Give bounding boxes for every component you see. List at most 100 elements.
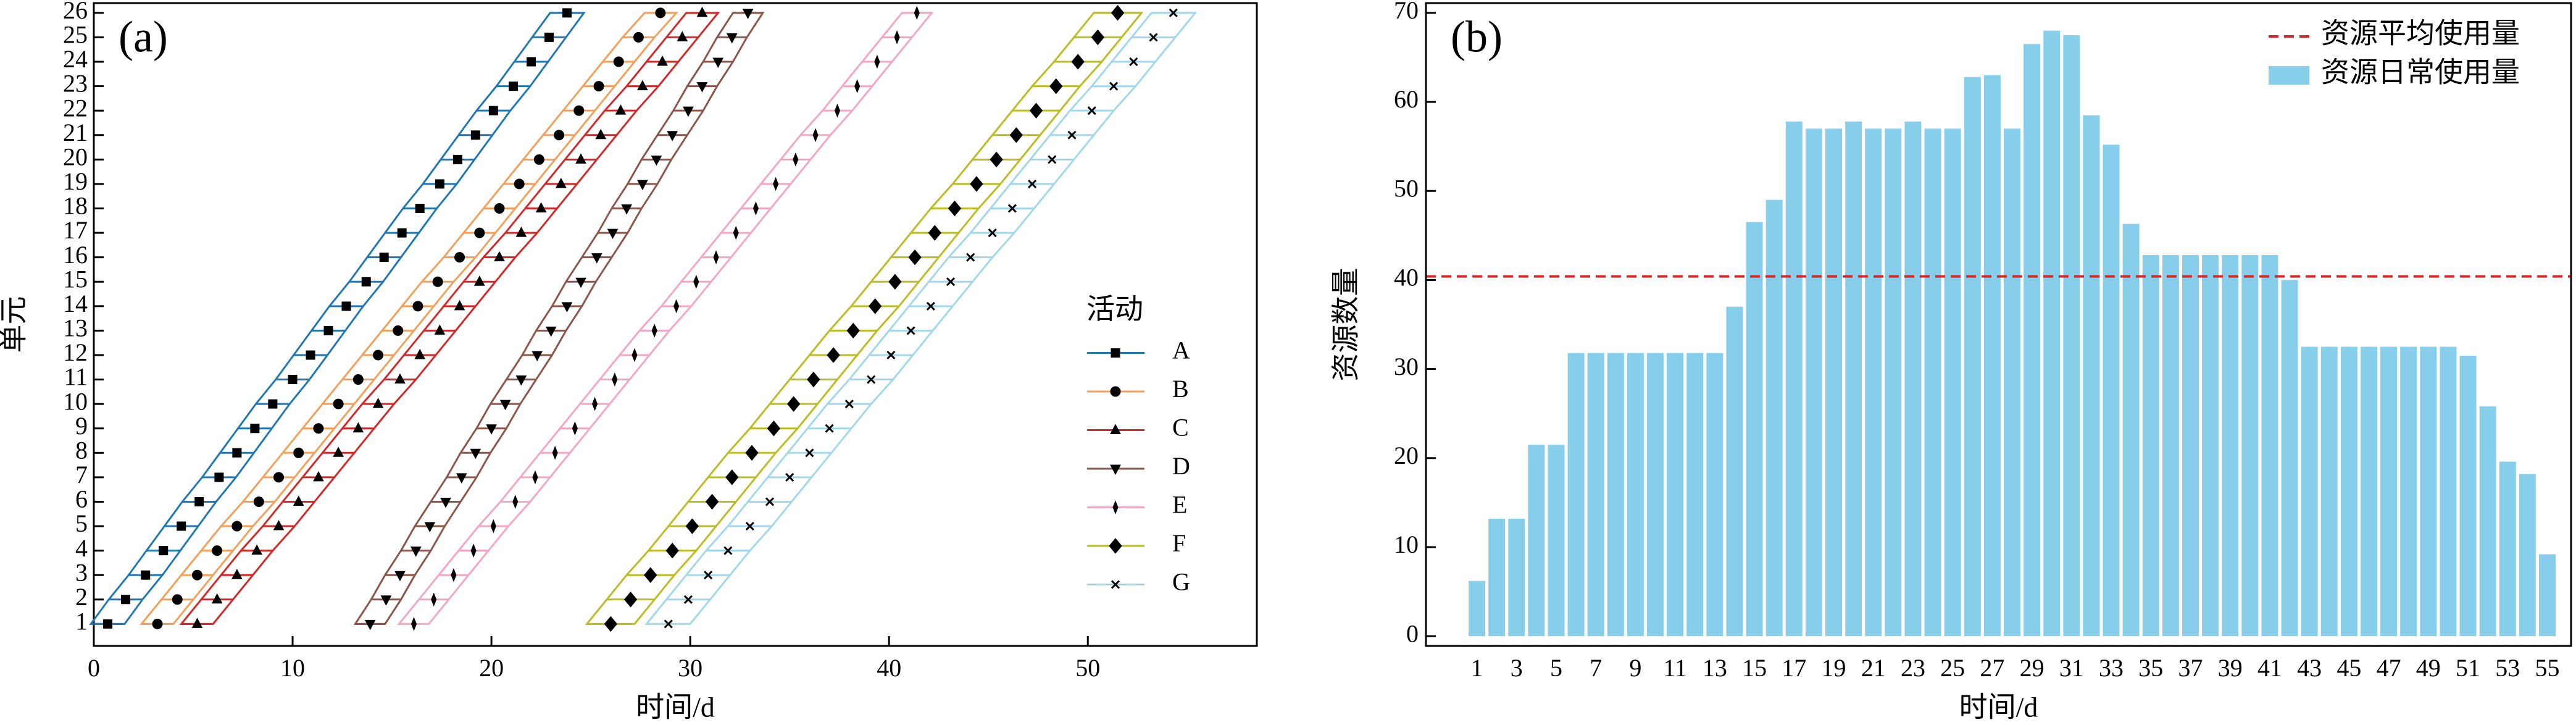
- marker: [191, 569, 202, 580]
- marker: [1071, 54, 1085, 70]
- marker: [948, 200, 962, 217]
- x-axis-title: 时间/d: [1959, 692, 2038, 723]
- bar: [1508, 518, 1525, 637]
- marker: [575, 277, 586, 288]
- marker: [415, 203, 425, 213]
- legend-label: B: [1172, 375, 1189, 403]
- marker: [177, 521, 186, 531]
- marker: [664, 619, 673, 629]
- marker: [886, 350, 896, 360]
- activity-band: [585, 12, 1144, 625]
- marker: [572, 421, 578, 436]
- x-tick-label: 29: [2020, 654, 2045, 682]
- legend-marker: [1112, 500, 1119, 514]
- marker: [268, 399, 278, 409]
- marker: [509, 82, 519, 91]
- y-tick-label: 50: [1394, 174, 1419, 202]
- marker: [393, 325, 404, 336]
- marker: [514, 178, 525, 190]
- x-tick-label: 49: [2416, 654, 2441, 682]
- bar: [1805, 128, 1822, 637]
- bar: [2519, 474, 2536, 637]
- marker: [440, 497, 451, 508]
- marker: [273, 519, 285, 530]
- marker: [604, 616, 617, 632]
- marker: [313, 471, 324, 482]
- marker: [812, 128, 819, 143]
- bar: [1686, 353, 1704, 637]
- x-tick-label: 1: [1471, 654, 1483, 682]
- marker: [397, 228, 407, 238]
- y-axis-title: 资源数量: [1330, 268, 1362, 382]
- marker: [591, 253, 602, 264]
- marker: [573, 105, 585, 116]
- marker: [435, 179, 444, 189]
- bar: [2103, 145, 2120, 637]
- marker: [990, 151, 1003, 168]
- bar: [1548, 445, 1565, 637]
- marker: [250, 424, 260, 434]
- marker: [926, 301, 935, 311]
- marker: [1149, 33, 1158, 42]
- marker: [1129, 57, 1138, 67]
- y-tick-label: 7: [75, 461, 88, 488]
- marker: [313, 423, 324, 434]
- marker: [1029, 103, 1043, 119]
- marker: [352, 422, 364, 433]
- marker: [159, 546, 169, 556]
- x-tick-label: 41: [2257, 654, 2282, 682]
- bar: [2400, 346, 2417, 637]
- marker: [631, 348, 638, 362]
- marker: [846, 322, 860, 339]
- marker: [231, 521, 243, 532]
- marker: [928, 225, 941, 241]
- marker: [693, 274, 699, 289]
- x-tick-label: 53: [2495, 654, 2520, 682]
- legend-label: D: [1172, 452, 1190, 480]
- marker: [411, 617, 417, 631]
- x-tick-label: 23: [1901, 654, 1925, 682]
- marker: [452, 154, 462, 164]
- y-tick-label: 9: [75, 412, 88, 440]
- legend-marker: [1111, 580, 1120, 589]
- x-tick-label: 20: [479, 654, 504, 682]
- marker: [515, 227, 527, 237]
- legend-swatch: [2269, 66, 2309, 85]
- marker: [293, 447, 304, 458]
- legend-marker: [1109, 538, 1122, 554]
- marker: [1049, 78, 1063, 94]
- marker: [723, 546, 733, 555]
- y-axis-title: 单元: [0, 296, 30, 353]
- marker: [535, 202, 547, 212]
- legend-label: G: [1172, 568, 1190, 596]
- bar: [2261, 255, 2278, 637]
- marker: [1169, 8, 1178, 17]
- bar: [1944, 128, 1961, 637]
- y-tick-label: 11: [64, 363, 88, 391]
- marker: [394, 571, 406, 582]
- x-tick-label: 50: [1075, 654, 1100, 682]
- marker: [742, 9, 754, 19]
- marker: [745, 445, 759, 461]
- marker: [470, 448, 481, 459]
- marker: [827, 347, 840, 363]
- x-tick-label: 45: [2336, 654, 2361, 682]
- y-tick-label: 22: [63, 94, 88, 122]
- marker: [888, 274, 902, 290]
- marker: [683, 595, 693, 604]
- marker: [434, 324, 446, 335]
- marker: [637, 180, 648, 190]
- marker: [486, 424, 497, 435]
- marker: [372, 398, 384, 408]
- x-axis-title: 时间/d: [636, 692, 715, 723]
- marker: [657, 55, 668, 66]
- legend-marker: [1110, 386, 1121, 397]
- legend-marker: [1111, 348, 1120, 358]
- bar: [2340, 346, 2357, 637]
- y-tick-label: 3: [75, 558, 88, 586]
- marker: [364, 619, 376, 631]
- legend-label: 资源日常使用量: [2321, 57, 2520, 88]
- marker: [424, 522, 436, 533]
- bar: [1726, 306, 1743, 637]
- marker: [908, 249, 922, 266]
